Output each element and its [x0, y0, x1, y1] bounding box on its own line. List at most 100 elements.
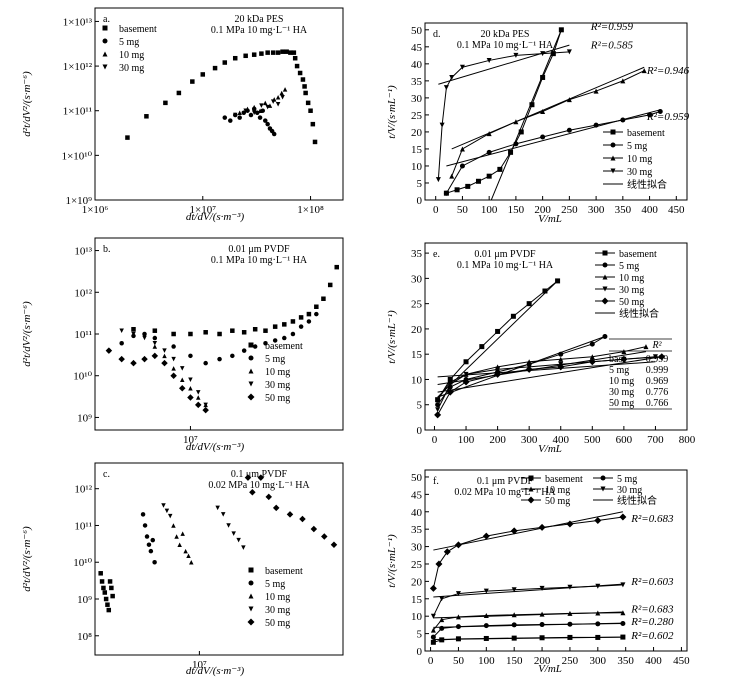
- data-point: [259, 51, 264, 56]
- chart-panel-e: 0 100 200 300 400 500 600 700 800 0 5 10 15 20 25 30 35 V…: [386, 242, 696, 455]
- legend-marker: [248, 580, 254, 586]
- y-axis-label: t/V/(s·mL⁻¹): [386, 534, 398, 588]
- legend-label: 5 mg: [619, 261, 639, 272]
- data-point: [243, 108, 248, 113]
- data-point: [118, 355, 125, 363]
- data-point: [99, 579, 105, 584]
- data-point: [263, 100, 268, 106]
- data-point: [558, 356, 564, 362]
- data-point: [620, 634, 626, 640]
- data-point: [510, 527, 518, 535]
- chart-title-line: 20 kDa PES: [481, 29, 530, 40]
- x-tick-label: 0: [428, 655, 434, 667]
- data-point: [220, 512, 226, 517]
- x-tick-label: 800: [679, 434, 696, 446]
- legend-label: 10 mg: [119, 50, 144, 61]
- data-point: [162, 353, 167, 359]
- x-tick-label: 100: [478, 655, 495, 667]
- series-line: [432, 584, 623, 617]
- data-point: [195, 390, 201, 395]
- data-point: [620, 78, 626, 84]
- data-point: [241, 545, 246, 550]
- data-point: [620, 355, 628, 363]
- chart-panel-b: 10⁷ 10⁹ 10¹⁰ 10¹¹ 10¹² 10¹³ dt/dV/(s·m⁻³) d²t/d…: [21, 237, 344, 453]
- data-point: [249, 489, 256, 496]
- fit-line: [437, 280, 558, 398]
- data-point: [647, 112, 653, 118]
- legend-label: 线性拟合: [617, 494, 657, 507]
- data-point: [439, 625, 445, 631]
- series-5-mg: [443, 109, 663, 196]
- chart-panel-a: 1×10⁶ 1×10⁷ 1×10⁸ 1×10⁹ 1×10¹⁰ 1×10¹¹ 1×10¹² 1×…: [21, 7, 344, 223]
- plot-frame: [424, 22, 688, 201]
- data-point: [230, 353, 235, 359]
- y-axis-label: t/V/(s·mL⁻¹): [386, 85, 398, 139]
- data-point: [282, 335, 287, 341]
- legend-marker: [610, 129, 616, 135]
- legend-marker: [248, 381, 254, 387]
- data-point: [602, 334, 608, 339]
- data-point: [292, 55, 298, 61]
- y-tick-label: 0: [417, 195, 423, 207]
- data-point: [539, 635, 545, 641]
- x-tick-label: 350: [615, 204, 632, 216]
- legend-label: 10 mg: [545, 485, 570, 496]
- fit-line: [437, 336, 606, 398]
- chart-title-line: 0.1 μm PVDF: [477, 476, 534, 487]
- data-point: [190, 79, 195, 84]
- legend-label: 30 mg: [119, 63, 144, 74]
- r2-table: R² base 0.999 5 mg 0.999 10 mg 0.969 30 mg 0.776…: [609, 338, 672, 410]
- chart-title-line: 0.02 MPa 10 mg·L⁻¹ HA: [454, 487, 556, 498]
- fit-line: [451, 66, 645, 150]
- x-tick-label: 1×10⁶: [82, 204, 109, 216]
- r2-annotation: R²=0.602: [630, 630, 674, 642]
- data-point: [459, 146, 465, 152]
- y-tick-label: 30: [411, 273, 423, 285]
- legend-label: 线性拟合: [627, 178, 667, 191]
- data-point: [148, 548, 154, 554]
- data-point: [257, 108, 263, 113]
- x-tick-label: 1×10⁸: [297, 204, 324, 216]
- data-point: [595, 621, 601, 627]
- data-point: [105, 602, 110, 607]
- data-point: [334, 264, 339, 270]
- fit-line: [437, 361, 656, 378]
- table-row-value: 0.999: [646, 365, 669, 376]
- panel-letter: b.: [103, 244, 111, 255]
- data-point: [321, 533, 328, 540]
- legend-marker: [528, 475, 534, 481]
- data-point: [280, 95, 285, 100]
- data-point: [294, 63, 300, 69]
- data-point: [142, 331, 147, 337]
- data-point: [297, 70, 303, 76]
- data-point: [314, 304, 319, 309]
- data-point: [435, 177, 441, 183]
- data-point: [102, 590, 108, 595]
- data-point: [187, 394, 194, 401]
- x-tick-label: 450: [668, 204, 685, 216]
- data-point: [540, 109, 546, 114]
- legend-marker: [248, 606, 254, 612]
- r2-annotation: R²=0.946: [646, 65, 690, 77]
- data-point: [482, 532, 490, 540]
- r2-annotation: R²=0.683: [630, 513, 674, 525]
- x-tick-label: 1×10⁷: [190, 204, 217, 216]
- data-point: [439, 122, 445, 128]
- y-tick-label: 50: [411, 472, 423, 484]
- legend-marker: [602, 286, 608, 292]
- data-point: [140, 512, 146, 517]
- data-point: [270, 50, 276, 55]
- data-point: [539, 611, 545, 617]
- data-point: [447, 384, 453, 390]
- data-point: [455, 614, 461, 620]
- data-point: [566, 127, 572, 133]
- r2-annotation: R²=0.585: [590, 40, 634, 52]
- legend-label: 30 mg: [627, 167, 652, 178]
- data-point: [306, 311, 312, 317]
- legend-marker: [600, 486, 606, 492]
- x-tick-label: 600: [616, 434, 633, 446]
- series-10-mg: [449, 68, 647, 179]
- data-point: [98, 571, 103, 576]
- data-point: [152, 328, 158, 333]
- chart-title-line: 0.1 μm PVDF: [231, 469, 288, 480]
